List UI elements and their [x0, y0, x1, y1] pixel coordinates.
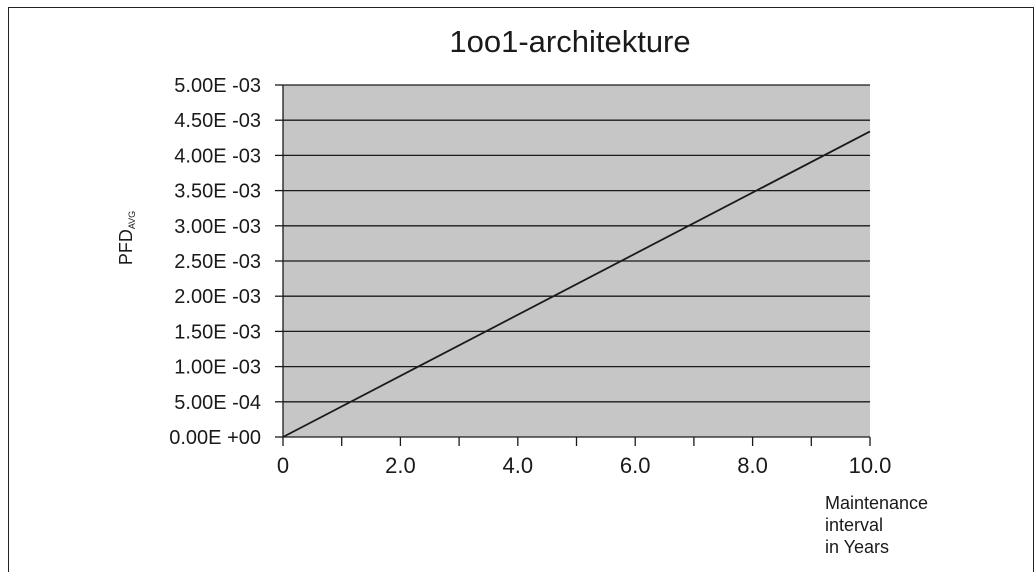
- x-tick-label: 10.0: [849, 453, 892, 478]
- y-axis-label-main: PFD: [116, 229, 136, 265]
- series-line: [282, 130, 871, 438]
- y-tick-label: 3.50E -03: [174, 181, 261, 203]
- y-tick-label: 1.50E -03: [174, 321, 261, 343]
- y-tick-label: 4.00E -03: [174, 145, 261, 167]
- x-axis-label-line-2: interval: [825, 515, 883, 535]
- chart-border: [8, 7, 1034, 572]
- chart-title: 1oo1-architekture: [449, 24, 690, 59]
- y-tick-label: 1.00E -03: [174, 357, 261, 379]
- x-tick-label: 0: [277, 453, 289, 478]
- y-axis-label: PFDAVG: [116, 211, 137, 265]
- y-axis: 0.00E +00 5.00E -04 1.00E -03 1.50E -03 2.00…: [169, 75, 284, 449]
- grid-lines: [283, 84, 870, 403]
- series-layer: [282, 130, 871, 438]
- y-tick-label: 2.00E -03: [174, 286, 261, 308]
- y-tick-label: 4.50E -03: [174, 110, 261, 132]
- x-tick-label: 8.0: [737, 453, 768, 478]
- x-tick-label: 4.0: [503, 453, 534, 478]
- y-axis-label-sub: AVG: [127, 211, 137, 229]
- x-axis: 0 2.0 4.0 6.0 8.0 10.0: [277, 436, 892, 478]
- x-axis-label-line-3: in Years: [825, 537, 889, 557]
- y-tick-label: 5.00E -04: [174, 392, 261, 414]
- x-tick-label: 6.0: [620, 453, 651, 478]
- x-axis-label-line-1: Maintenance: [825, 493, 928, 513]
- y-tick-label: 0.00E +00: [169, 427, 261, 449]
- x-tick-label: 2.0: [385, 453, 416, 478]
- x-axis-label: Maintenance interval in Years: [825, 493, 928, 557]
- y-tick-label: 5.00E -03: [174, 75, 261, 97]
- y-tick-label: 2.50E -03: [174, 251, 261, 273]
- y-tick-label: 3.00E -03: [174, 216, 261, 238]
